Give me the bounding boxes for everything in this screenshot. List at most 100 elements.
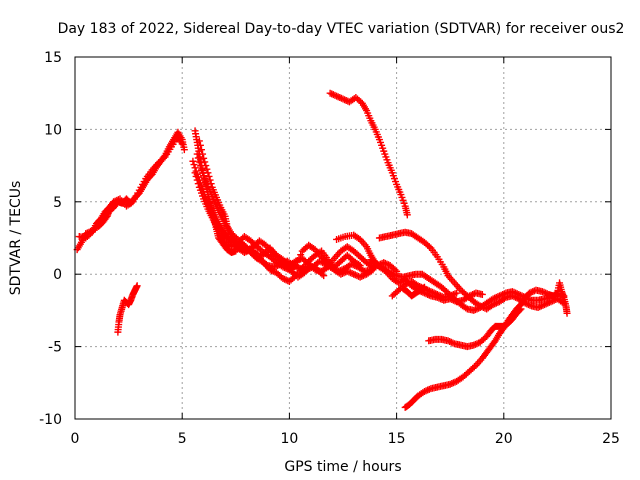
data-point xyxy=(315,257,323,265)
data-point xyxy=(292,262,300,270)
data-point xyxy=(133,282,141,290)
data-point xyxy=(508,292,516,300)
data-point xyxy=(473,340,481,348)
data-point xyxy=(290,263,298,271)
data-point xyxy=(403,211,411,219)
series-t16 xyxy=(401,279,571,411)
data-point xyxy=(359,272,367,280)
data-point xyxy=(446,338,454,346)
data-point xyxy=(159,154,167,162)
data-point xyxy=(478,290,486,298)
data-point xyxy=(491,300,499,308)
data-point xyxy=(295,254,303,262)
data-point xyxy=(419,284,427,292)
data-point xyxy=(425,385,433,393)
data-point xyxy=(383,260,391,268)
data-point xyxy=(389,270,397,278)
data-point xyxy=(205,172,213,180)
data-point xyxy=(193,150,201,158)
data-point xyxy=(470,341,478,349)
y-tick-label: -5 xyxy=(48,340,62,356)
data-point xyxy=(422,387,430,395)
data-point xyxy=(196,162,204,170)
data-point xyxy=(190,161,198,169)
data-point xyxy=(395,279,403,287)
data-point xyxy=(367,262,375,270)
data-point xyxy=(420,283,428,291)
data-point xyxy=(268,267,276,275)
data-point xyxy=(526,301,534,309)
data-point xyxy=(266,266,274,274)
data-point xyxy=(336,94,344,102)
data-point xyxy=(492,299,500,307)
data-point xyxy=(320,272,328,280)
data-point xyxy=(446,292,454,300)
data-point xyxy=(524,301,532,309)
data-point xyxy=(340,269,348,277)
data-point xyxy=(203,165,211,173)
data-point xyxy=(194,154,202,162)
data-point xyxy=(432,290,440,298)
data-point xyxy=(318,270,326,278)
series-t14 xyxy=(399,283,428,300)
data-point xyxy=(547,298,555,306)
y-tick-label: 10 xyxy=(44,122,62,138)
data-point xyxy=(447,338,455,346)
data-point xyxy=(196,141,204,149)
data-point xyxy=(538,288,546,296)
data-point xyxy=(527,288,535,296)
data-point xyxy=(191,169,199,177)
data-points xyxy=(73,89,571,411)
data-point xyxy=(424,386,432,394)
x-tick-label: 0 xyxy=(71,431,80,447)
data-point xyxy=(192,172,200,180)
data-point xyxy=(236,244,244,252)
data-point xyxy=(489,301,497,309)
data-point xyxy=(356,262,364,270)
data-point xyxy=(523,300,531,308)
data-point xyxy=(403,280,411,288)
data-point xyxy=(386,269,394,277)
data-point xyxy=(478,303,486,311)
data-point xyxy=(470,363,478,371)
data-point xyxy=(462,304,470,312)
data-point xyxy=(448,291,456,299)
data-point xyxy=(430,289,438,297)
data-point xyxy=(448,380,456,388)
data-point xyxy=(358,272,366,280)
data-point xyxy=(279,275,287,283)
data-point xyxy=(537,302,545,310)
data-point xyxy=(347,269,355,277)
data-point xyxy=(435,291,443,299)
data-point xyxy=(111,197,119,205)
data-point xyxy=(433,290,441,298)
y-axis-label: SDTVAR / TECUs xyxy=(8,181,24,296)
series-t2 xyxy=(75,133,186,242)
data-point xyxy=(329,91,337,99)
data-point xyxy=(348,269,356,277)
data-point xyxy=(193,176,201,184)
data-point xyxy=(114,196,122,204)
y-tick-label: 15 xyxy=(44,50,62,66)
data-point xyxy=(297,251,305,259)
data-point xyxy=(343,267,351,275)
data-point xyxy=(180,146,188,154)
data-point xyxy=(539,301,547,309)
data-point xyxy=(449,339,457,347)
y-tick-label: 0 xyxy=(53,267,62,283)
data-point xyxy=(425,287,433,295)
data-point xyxy=(451,290,459,298)
data-point xyxy=(388,269,396,277)
data-point xyxy=(449,379,457,387)
data-point xyxy=(500,294,508,302)
data-point xyxy=(542,289,550,297)
data-point xyxy=(87,230,95,238)
data-point xyxy=(326,89,334,97)
data-point xyxy=(350,270,358,278)
data-point xyxy=(381,259,389,267)
series-t8 xyxy=(193,150,328,281)
x-tick-label: 10 xyxy=(280,431,298,447)
data-point xyxy=(331,91,339,99)
data-point xyxy=(529,288,537,296)
data-point xyxy=(322,264,330,272)
